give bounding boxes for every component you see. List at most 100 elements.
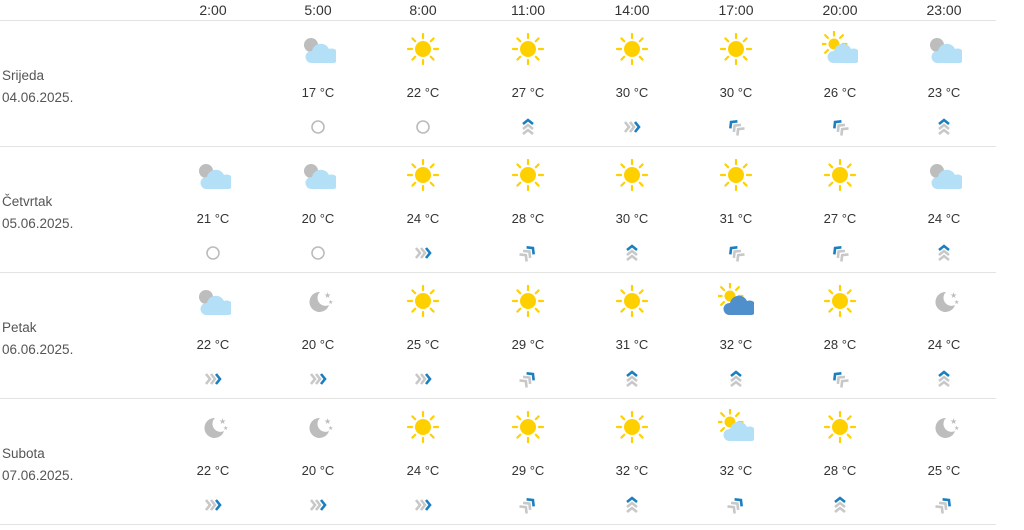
forecast-cell: 17 °C xyxy=(268,21,368,146)
forecast-cell: 27 °C xyxy=(478,21,578,146)
hours-header: 2:00 5:00 8:00 11:00 14:00 17:00 20:00 23:00 xyxy=(0,0,996,21)
wind-up-icon xyxy=(518,117,538,137)
moon-icon: ★ ★ xyxy=(195,409,231,445)
day-name: Srijeda xyxy=(2,68,45,83)
wind-up-icon xyxy=(830,495,850,515)
wind-up-icon xyxy=(622,243,642,263)
wind-right-icon xyxy=(413,495,433,515)
sun-icon xyxy=(822,157,858,193)
temperature: 25 °C xyxy=(927,463,961,478)
moon-icon: ★ ★ xyxy=(300,283,336,319)
sun-icon xyxy=(718,31,754,67)
hour-label: 8:00 xyxy=(409,2,437,18)
wind-up-left-icon xyxy=(830,243,850,263)
day-row: Četvrtak 05.06.2025. 21 °C 20 °C 24 °C 28 °C 3… xyxy=(0,147,996,273)
wind-up-right-icon xyxy=(518,495,538,515)
temperature: 26 °C xyxy=(823,85,857,100)
forecast-cell: 20 °C xyxy=(268,147,368,272)
temperature: 23 °C xyxy=(927,85,961,100)
wind-up-left-icon xyxy=(830,369,850,389)
day-date: 07.06.2025. xyxy=(2,468,74,483)
wind-right-icon xyxy=(622,117,642,137)
forecast-cell: 26 °C xyxy=(790,21,890,146)
forecast-cell: 29 °C xyxy=(478,399,578,524)
svg-text:★: ★ xyxy=(950,291,957,300)
svg-text:★: ★ xyxy=(324,291,331,300)
hour-label: 23:00 xyxy=(926,2,962,18)
forecast-cell: 22 °C xyxy=(373,21,473,146)
wind-up-right-icon xyxy=(726,495,746,515)
sun-icon xyxy=(614,157,650,193)
svg-text:★: ★ xyxy=(324,417,331,426)
temperature: 21 °C xyxy=(196,211,230,226)
svg-text:★: ★ xyxy=(328,299,333,306)
cloud-night-icon xyxy=(300,31,339,67)
day-date: 04.06.2025. xyxy=(2,90,74,105)
hour-label: 2:00 xyxy=(199,2,227,18)
temperature: 28 °C xyxy=(823,337,857,352)
forecast-cell: ★ ★ 22 °C xyxy=(163,399,263,524)
wind-right-icon xyxy=(203,369,223,389)
forecast-cell: 28 °C xyxy=(790,273,890,398)
forecast-cell: 21 °C xyxy=(163,147,263,272)
temperature: 30 °C xyxy=(615,211,649,226)
forecast-cell: 23 °C xyxy=(894,21,994,146)
wind-right-icon xyxy=(203,495,223,515)
hour-label: 20:00 xyxy=(822,2,858,18)
forecast-cell: 24 °C xyxy=(373,147,473,272)
wind-calm-icon xyxy=(413,117,433,137)
wind-up-right-icon xyxy=(518,369,538,389)
sun-cloud-icon xyxy=(820,30,861,67)
cloud-night-icon xyxy=(195,283,234,319)
hour-label: 17:00 xyxy=(718,2,754,18)
forecast-cell: ★ ★ 24 °C xyxy=(894,273,994,398)
forecast-cell: 32 °C xyxy=(686,399,786,524)
wind-calm-icon xyxy=(203,243,223,263)
wind-right-icon xyxy=(413,243,433,263)
wind-right-icon xyxy=(413,369,433,389)
moon-icon: ★ ★ xyxy=(926,409,962,445)
temperature: 29 °C xyxy=(511,337,545,352)
cloud-night-icon xyxy=(926,31,965,67)
cloud-night-icon xyxy=(300,157,339,193)
temperature: 24 °C xyxy=(406,211,440,226)
cloud-night-icon xyxy=(195,157,234,193)
forecast-cell: 27 °C xyxy=(790,147,890,272)
wind-up-icon xyxy=(934,369,954,389)
forecast-cell xyxy=(163,21,263,146)
day-name: Petak xyxy=(2,320,37,335)
temperature: 29 °C xyxy=(511,463,545,478)
sun-icon xyxy=(614,31,650,67)
forecast-cell: 25 °C xyxy=(373,273,473,398)
forecast-cell: 28 °C xyxy=(478,147,578,272)
wind-up-left-icon xyxy=(726,117,746,137)
day-label: Četvrtak 05.06.2025. xyxy=(2,191,73,235)
hour-label: 5:00 xyxy=(304,2,332,18)
svg-text:★: ★ xyxy=(954,299,959,306)
temperature: 22 °C xyxy=(406,85,440,100)
svg-text:★: ★ xyxy=(950,417,957,426)
sun-icon xyxy=(614,409,650,445)
forecast-cell: 24 °C xyxy=(373,399,473,524)
temperature: 25 °C xyxy=(406,337,440,352)
svg-text:★: ★ xyxy=(223,425,228,432)
day-label: Srijeda 04.06.2025. xyxy=(2,65,73,109)
forecast-cell: 30 °C xyxy=(582,21,682,146)
wind-calm-icon xyxy=(308,243,328,263)
wind-right-icon xyxy=(308,369,328,389)
temperature: 32 °C xyxy=(719,337,753,352)
sun-icon xyxy=(510,31,546,67)
sun-icon xyxy=(822,283,858,319)
sun-icon xyxy=(405,409,441,445)
day-date: 05.06.2025. xyxy=(2,216,74,231)
svg-text:★: ★ xyxy=(328,425,333,432)
sun-icon xyxy=(718,157,754,193)
temperature: 17 °C xyxy=(301,85,335,100)
moon-icon: ★ ★ xyxy=(926,283,962,319)
cloud-night-icon xyxy=(926,157,965,193)
day-row: Srijeda 04.06.2025. 17 °C 22 °C 27 °C 30 °C 30… xyxy=(0,21,996,147)
wind-up-left-icon xyxy=(830,117,850,137)
sun-icon xyxy=(510,409,546,445)
forecast-cell: 31 °C xyxy=(686,147,786,272)
temperature: 20 °C xyxy=(301,337,335,352)
